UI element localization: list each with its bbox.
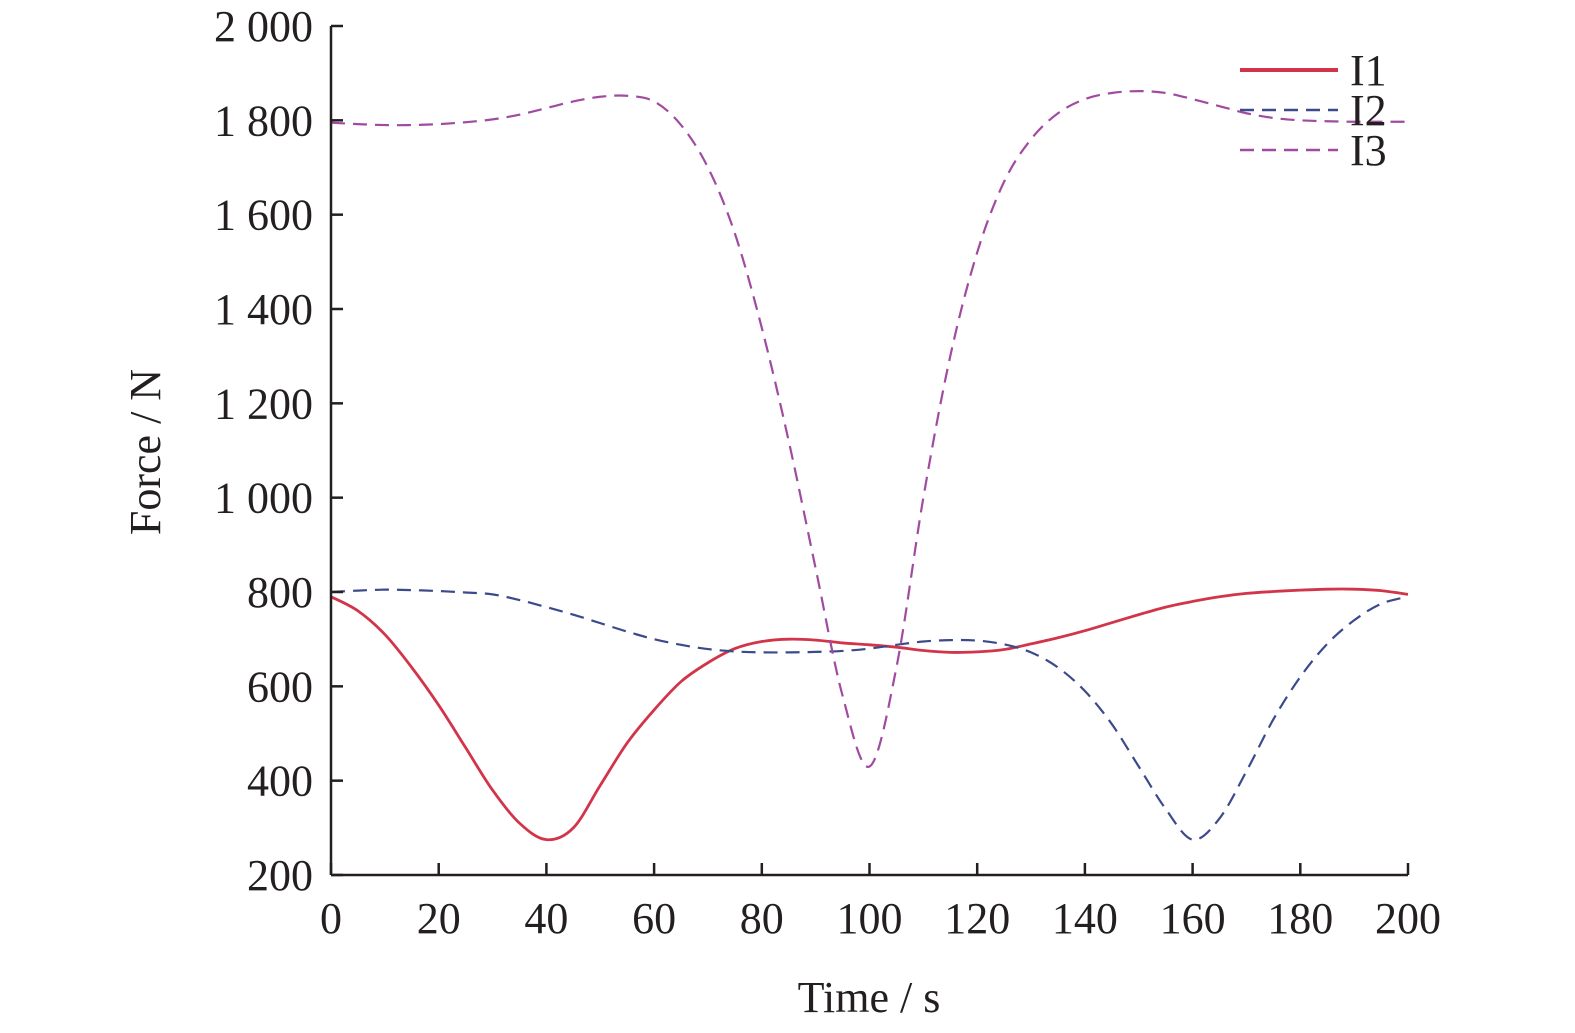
y-tick-label: 400 (247, 757, 313, 806)
y-tick-label: 1 800 (214, 96, 313, 145)
x-tick-label: 40 (524, 894, 568, 943)
axes (329, 26, 1408, 877)
y-tick-label: 1 200 (214, 379, 313, 428)
x-ticks: 0 20 40 60 80 100 120 140 160 180 200 (320, 863, 1441, 943)
x-tick-label: 20 (417, 894, 461, 943)
y-tick-label: 1 400 (214, 285, 313, 334)
legend-label-i3: I3 (1350, 126, 1387, 175)
x-tick-label: 180 (1267, 894, 1333, 943)
series-line-i3 (330, 89, 1409, 768)
x-tick-label: 60 (632, 894, 676, 943)
x-tick-label: 140 (1052, 894, 1118, 943)
plot-lines (330, 89, 1409, 842)
legend-label-i2: I2 (1350, 86, 1387, 135)
y-tick-label: 200 (247, 851, 313, 900)
x-tick-label: 0 (320, 894, 342, 943)
y-ticks: 200 400 600 800 1 000 1 200 1 400 1 600 1 800 2 0… (214, 2, 343, 900)
y-tick-label: 1 000 (214, 474, 313, 523)
y-tick-label: 800 (247, 568, 313, 617)
series-line-i2 (330, 588, 1409, 841)
x-tick-label: 100 (837, 894, 903, 943)
series-line-i1 (330, 587, 1409, 842)
x-tick-label: 160 (1160, 894, 1226, 943)
x-tick-label: 80 (740, 894, 784, 943)
x-tick-label: 200 (1375, 894, 1441, 943)
x-tick-label: 120 (944, 894, 1010, 943)
y-axis-title: Force / N (121, 369, 170, 535)
y-tick-label: 600 (247, 662, 313, 711)
x-axis-title: Time / s (798, 973, 941, 1022)
y-tick-label: 2 000 (214, 2, 313, 51)
legend-label-i1: I1 (1350, 46, 1387, 95)
y-tick-label: 1 600 (214, 191, 313, 240)
